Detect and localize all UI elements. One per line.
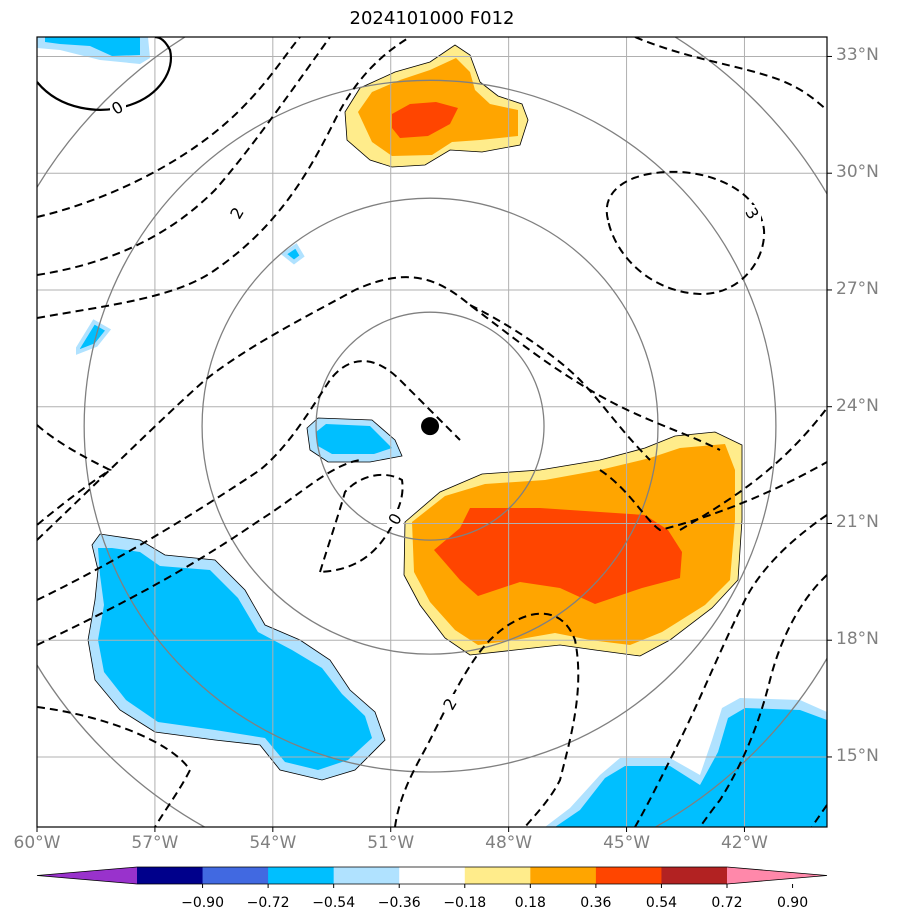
range-ring <box>315 311 545 541</box>
chart-title: 2024101000 F012 <box>349 8 515 29</box>
lon-tick-label: 51°W <box>367 833 415 853</box>
colorbar-tick-label: 0.36 <box>580 895 612 911</box>
storm-center-marker <box>421 417 440 436</box>
north-positive-peak <box>392 102 458 138</box>
shading-layer <box>37 37 827 827</box>
contour-line <box>469 304 651 461</box>
contour-line <box>634 514 827 827</box>
range-ring <box>83 79 777 773</box>
colorbar-tick-label: −0.36 <box>377 895 421 911</box>
contour-line <box>599 461 827 532</box>
contour-line <box>699 574 827 827</box>
range-rings <box>37 37 827 827</box>
contour-line <box>37 37 331 276</box>
colorbar-tick-label: −0.90 <box>181 895 224 911</box>
center-negative-core <box>316 424 392 454</box>
small-negative-patch-b <box>76 319 112 355</box>
colorbar-tick-label: 0.18 <box>514 895 546 911</box>
colorbar-segment <box>464 867 531 884</box>
colorbar-segment <box>333 867 400 884</box>
colorbar-extend-high <box>727 867 827 884</box>
contour-line <box>811 804 827 827</box>
lon-tick-label: 48°W <box>485 833 533 853</box>
lon-tick-label: 45°W <box>603 833 651 853</box>
southeast-negative-core <box>555 708 827 827</box>
colorbar-tick-label: 0.72 <box>711 895 743 911</box>
colorbar-outline <box>36 866 828 885</box>
contour-line <box>318 473 404 574</box>
contour-line <box>37 706 192 827</box>
contour-line <box>634 37 827 111</box>
colorbar-segment <box>268 867 335 884</box>
colorbar-tick-label: −0.18 <box>443 895 487 911</box>
contour-line <box>37 276 721 541</box>
contour-line <box>37 37 411 319</box>
axis-ticks <box>36 55 832 832</box>
lat-tick-label: 24°N <box>836 395 879 416</box>
contour-line <box>37 424 112 526</box>
contour-label-group: 0 2 3 0 2 <box>108 97 763 713</box>
lon-tick-label: 60°W <box>13 833 61 853</box>
colorbar-tick-label: −0.72 <box>246 895 290 911</box>
colorbar-tick-label: −0.54 <box>312 895 356 911</box>
contour-lines <box>37 37 827 827</box>
contour-line <box>394 612 580 827</box>
shading-outline <box>87 44 743 781</box>
colorbar-tick-label: 0.54 <box>645 895 678 911</box>
southwest-negative-core <box>98 548 372 770</box>
lat-tick-label: 15°N <box>836 745 879 766</box>
lat-tick-label: 30°N <box>836 162 879 183</box>
lat-tick-label: 33°N <box>836 45 879 66</box>
small-negative-patch-a <box>280 243 305 265</box>
colorbar <box>36 866 828 888</box>
lat-lon-grid <box>37 37 827 827</box>
colorbar-segment <box>399 867 466 884</box>
lon-tick-label: 42°W <box>720 833 768 853</box>
lat-tick-label: 27°N <box>836 278 879 299</box>
colorbar-segment <box>595 867 662 884</box>
colorbar-segment <box>530 867 597 884</box>
lat-tick-label: 21°N <box>836 512 879 533</box>
lat-tick-label: 18°N <box>836 629 879 650</box>
colorbar-extend-low <box>37 867 137 884</box>
contour-line <box>37 360 461 601</box>
plot-frame <box>36 36 828 828</box>
zero-contour-solid <box>37 37 173 111</box>
contour-line <box>605 170 766 296</box>
lon-tick-label: 57°W <box>131 833 179 853</box>
contour-line <box>37 459 361 646</box>
contour-line <box>37 37 301 218</box>
range-ring <box>201 197 659 655</box>
colorbar-segment <box>202 867 269 884</box>
colorbar-tick-label: 0.90 <box>776 895 809 911</box>
southeast-positive-peak <box>434 508 682 604</box>
colorbar-segment <box>137 867 204 884</box>
contour-line <box>679 407 827 531</box>
colorbar-segment <box>661 867 728 884</box>
lon-tick-label: 54°W <box>249 833 297 853</box>
northwest-negative-core <box>45 37 140 56</box>
